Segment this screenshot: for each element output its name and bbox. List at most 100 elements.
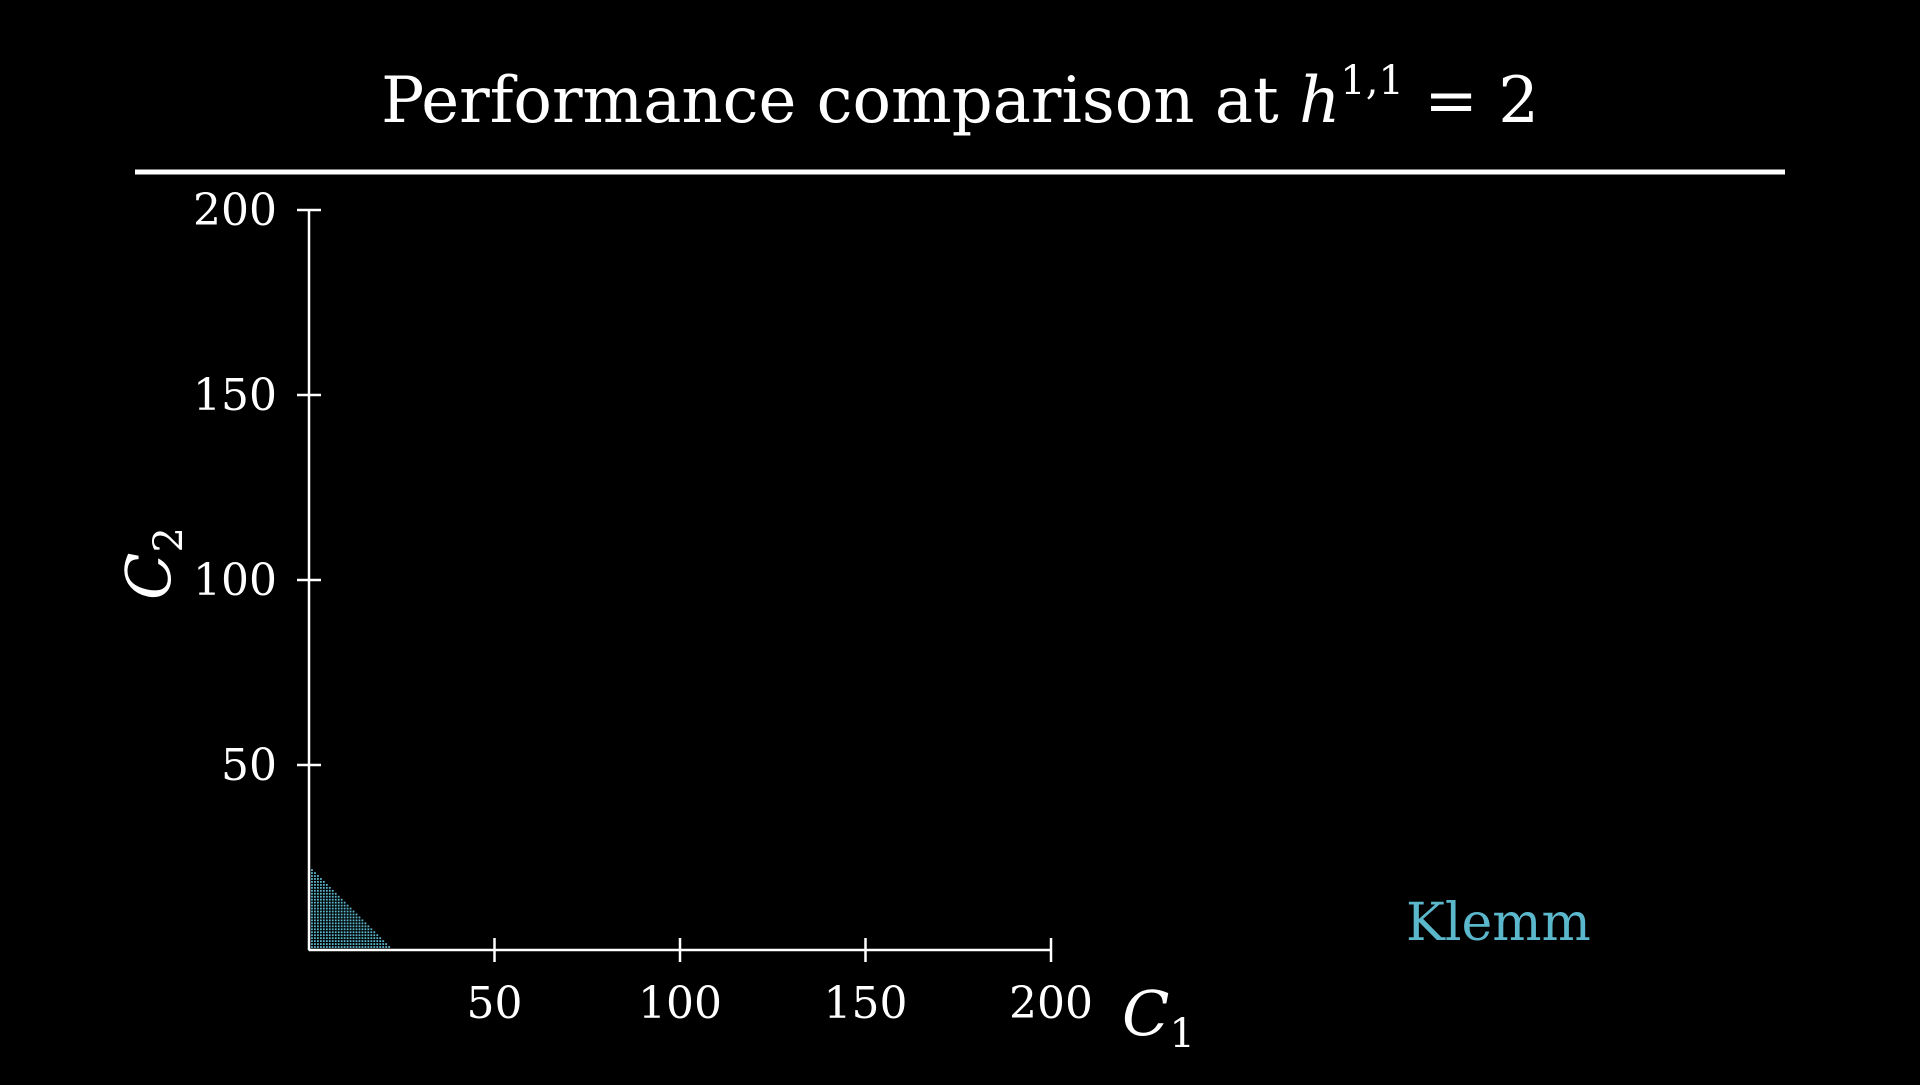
klemm-point xyxy=(311,934,313,937)
klemm-point xyxy=(346,940,349,943)
klemm-point xyxy=(346,907,349,910)
klemm-point xyxy=(334,931,337,934)
klemm-point xyxy=(322,886,325,889)
klemm-point xyxy=(319,883,322,886)
klemm-point xyxy=(322,907,325,910)
klemm-point xyxy=(379,940,382,943)
klemm-point xyxy=(317,922,319,925)
klemm-point xyxy=(337,913,340,916)
klemm-point xyxy=(358,937,361,940)
klemm-point xyxy=(328,892,331,895)
klemm-point xyxy=(355,940,358,943)
klemm-point xyxy=(358,934,361,937)
klemm-point xyxy=(314,943,316,945)
klemm-point xyxy=(337,904,340,907)
klemm-point xyxy=(322,916,325,919)
klemm-point xyxy=(352,940,355,943)
klemm-point xyxy=(322,881,325,883)
klemm-point xyxy=(346,943,349,945)
klemm-point xyxy=(328,895,331,898)
klemm-point xyxy=(364,946,367,948)
klemm-point xyxy=(317,875,319,877)
klemm-point xyxy=(314,901,316,904)
klemm-point xyxy=(370,931,373,934)
klemm-point xyxy=(319,886,322,889)
klemm-point xyxy=(314,916,316,919)
klemm-point xyxy=(334,895,337,898)
klemm-point xyxy=(337,916,340,919)
klemm-point xyxy=(349,946,352,948)
klemm-point xyxy=(340,922,343,925)
klemm-point xyxy=(337,925,340,928)
klemm-point xyxy=(325,922,328,925)
klemm-point xyxy=(322,913,325,916)
klemm-point xyxy=(317,895,319,898)
klemm-point xyxy=(319,940,322,943)
y-tick-label: 150 xyxy=(193,370,277,421)
klemm-point xyxy=(317,931,319,934)
klemm-point xyxy=(334,934,337,937)
klemm-point xyxy=(325,913,328,916)
klemm-point xyxy=(311,886,313,889)
klemm-point xyxy=(319,907,322,910)
klemm-point xyxy=(346,934,349,937)
klemm-point xyxy=(337,934,340,937)
klemm-point xyxy=(343,925,346,928)
klemm-point xyxy=(331,919,334,922)
klemm-point xyxy=(319,916,322,919)
klemm-point xyxy=(364,937,367,940)
klemm-point xyxy=(355,919,358,922)
klemm-point xyxy=(328,919,331,922)
klemm-point xyxy=(322,943,325,945)
klemm-point xyxy=(358,925,361,928)
klemm-point xyxy=(314,925,316,928)
klemm-point xyxy=(340,916,343,919)
klemm-point xyxy=(314,898,316,901)
legend-klemm: Klemm xyxy=(1406,893,1591,953)
klemm-point xyxy=(311,919,313,922)
klemm-point xyxy=(334,937,337,940)
klemm-point xyxy=(352,919,355,922)
klemm-point xyxy=(328,946,331,948)
klemm-point xyxy=(364,931,367,934)
klemm-point xyxy=(337,910,340,913)
klemm-point xyxy=(379,943,382,945)
klemm-point xyxy=(340,943,343,945)
klemm-point xyxy=(311,895,313,898)
klemm-point xyxy=(343,928,346,931)
klemm-point xyxy=(340,907,343,910)
klemm-point xyxy=(352,928,355,931)
klemm-point xyxy=(349,907,352,910)
klemm-point xyxy=(322,889,325,892)
klemm-point xyxy=(331,889,334,892)
klemm-point xyxy=(328,913,331,916)
klemm-point xyxy=(322,940,325,943)
klemm-point xyxy=(361,928,364,931)
klemm-point xyxy=(322,931,325,934)
klemm-point xyxy=(322,922,325,925)
klemm-point xyxy=(319,881,322,883)
klemm-point xyxy=(340,928,343,931)
klemm-point xyxy=(340,925,343,928)
klemm-point xyxy=(343,913,346,916)
klemm-point xyxy=(325,937,328,940)
klemm-point xyxy=(314,919,316,922)
klemm-point xyxy=(322,883,325,886)
klemm-point xyxy=(311,901,313,904)
klemm-point xyxy=(314,931,316,934)
klemm-point xyxy=(322,934,325,937)
klemm-point xyxy=(340,934,343,937)
x-axis-label-sub: 1 xyxy=(1169,1011,1194,1057)
klemm-point xyxy=(343,946,346,948)
klemm-point xyxy=(325,886,328,889)
klemm-point xyxy=(352,922,355,925)
y-axis-label: C2 xyxy=(112,527,192,600)
klemm-point xyxy=(373,937,376,940)
klemm-point xyxy=(328,940,331,943)
klemm-point xyxy=(337,928,340,931)
klemm-point xyxy=(317,943,319,945)
klemm-point xyxy=(331,922,334,925)
klemm-point xyxy=(358,931,361,934)
klemm-point xyxy=(343,910,346,913)
klemm-point xyxy=(325,883,328,886)
